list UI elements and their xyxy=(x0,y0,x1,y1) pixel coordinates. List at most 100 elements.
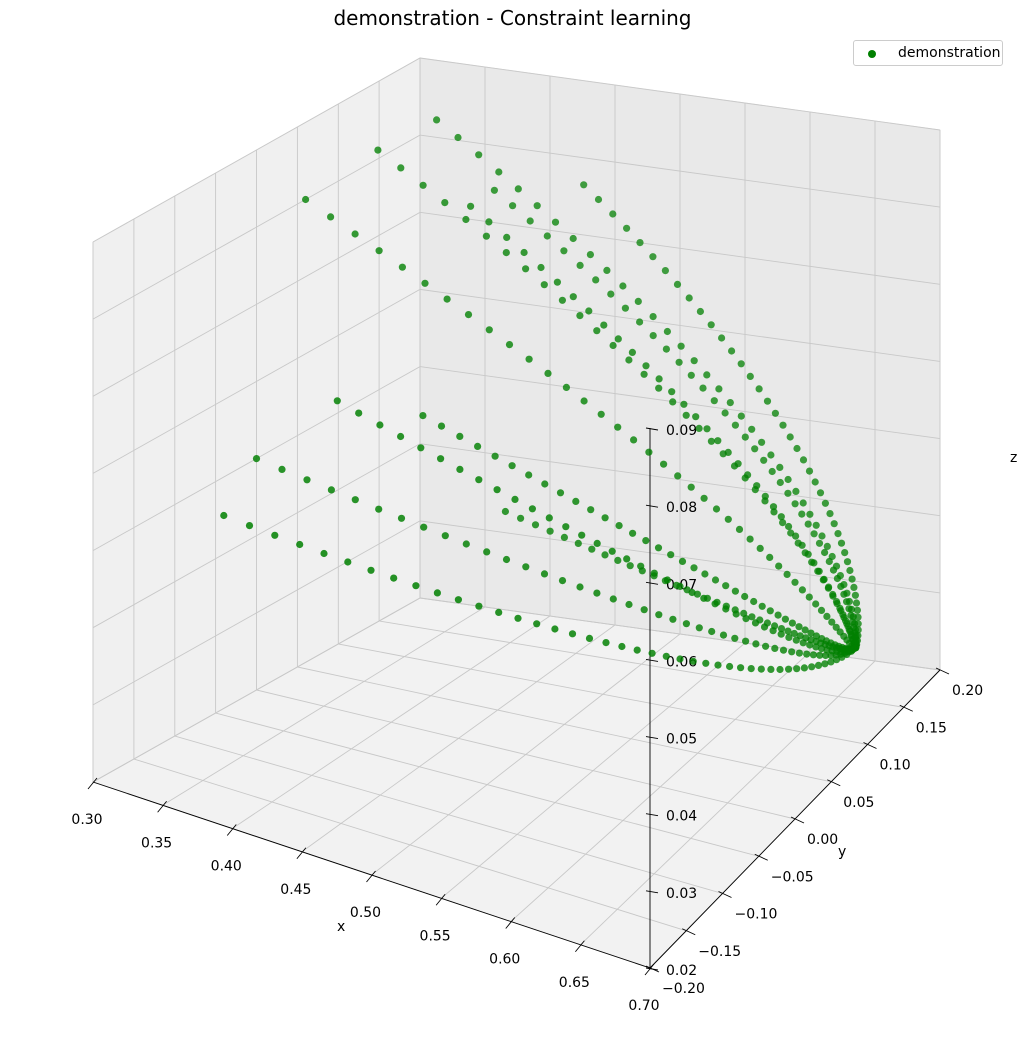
y-tick-label: 0.00 xyxy=(807,832,838,848)
data-point xyxy=(852,644,860,652)
data-point xyxy=(397,514,406,522)
data-point xyxy=(580,397,588,405)
y-tick-label: −0.15 xyxy=(698,944,741,960)
data-point xyxy=(615,522,623,530)
data-point xyxy=(398,263,406,271)
data-point xyxy=(569,234,577,243)
data-point xyxy=(781,615,790,623)
data-point xyxy=(801,626,809,634)
data-point xyxy=(682,620,691,628)
y-tick xyxy=(899,704,913,712)
data-point xyxy=(672,581,681,589)
x-tick xyxy=(226,824,237,836)
data-point xyxy=(805,467,814,475)
data-point xyxy=(792,532,800,540)
data-point xyxy=(741,592,749,601)
data-point xyxy=(587,506,595,514)
z-tick xyxy=(645,967,659,971)
data-point xyxy=(683,586,691,594)
data-point xyxy=(678,557,687,566)
data-point xyxy=(724,515,732,523)
data-point xyxy=(812,600,820,608)
data-point xyxy=(602,639,610,647)
data-point xyxy=(722,582,730,590)
data-point xyxy=(785,522,793,531)
data-point xyxy=(546,527,554,535)
data-point xyxy=(505,341,514,349)
data-point xyxy=(818,532,826,540)
data-point xyxy=(823,612,831,621)
data-point xyxy=(609,341,617,350)
y-tick-label: −0.20 xyxy=(662,981,705,997)
data-point xyxy=(495,168,503,176)
data-point xyxy=(829,566,838,574)
data-point xyxy=(826,509,834,518)
data-point xyxy=(522,265,530,273)
data-point xyxy=(714,437,722,445)
data-point xyxy=(791,578,799,586)
data-point xyxy=(832,598,841,606)
data-point xyxy=(625,356,633,364)
data-point xyxy=(812,521,820,529)
data-point xyxy=(367,566,375,574)
data-point xyxy=(775,562,783,570)
data-point xyxy=(454,596,462,604)
data-point xyxy=(654,544,663,552)
data-point xyxy=(760,456,768,464)
data-point xyxy=(640,606,648,614)
y-tick xyxy=(935,667,950,675)
z-tick xyxy=(645,581,659,585)
data-point xyxy=(774,611,782,619)
data-point xyxy=(618,642,626,651)
data-point xyxy=(593,539,601,548)
z-tick xyxy=(645,813,659,817)
data-point xyxy=(456,465,464,473)
data-point xyxy=(593,589,601,597)
data-point xyxy=(708,627,716,636)
data-point xyxy=(837,539,846,547)
data-point xyxy=(737,360,745,368)
data-point xyxy=(503,233,511,241)
data-point xyxy=(784,489,792,497)
data-point xyxy=(667,551,675,559)
data-point xyxy=(673,280,682,288)
data-point xyxy=(271,531,279,539)
x-tick xyxy=(157,800,167,813)
data-point xyxy=(758,602,766,610)
data-point xyxy=(412,582,420,590)
data-point xyxy=(419,412,427,420)
data-point xyxy=(528,505,537,513)
data-point xyxy=(520,248,528,257)
data-point xyxy=(526,217,534,225)
data-point xyxy=(296,540,304,549)
y-tick xyxy=(863,742,877,749)
data-point xyxy=(661,267,670,275)
data-point xyxy=(737,664,745,672)
data-point xyxy=(810,530,818,538)
data-point xyxy=(576,583,584,591)
z-tick-label: 0.05 xyxy=(666,732,697,748)
data-point xyxy=(840,590,848,598)
data-point xyxy=(722,602,730,610)
data-point xyxy=(735,525,744,534)
data-point xyxy=(562,383,571,391)
data-point xyxy=(740,609,748,618)
y-tick xyxy=(790,816,805,824)
data-point xyxy=(592,276,600,284)
data-point xyxy=(809,651,818,659)
data-point xyxy=(746,372,754,380)
data-point xyxy=(508,202,517,210)
data-point xyxy=(795,623,803,631)
data-point xyxy=(793,665,801,673)
z-grid-line xyxy=(92,520,941,706)
data-point xyxy=(719,631,728,639)
data-point xyxy=(731,421,740,429)
data-point xyxy=(462,215,470,224)
data-point xyxy=(747,665,755,673)
data-point xyxy=(556,489,565,497)
data-point xyxy=(761,492,769,500)
data-point xyxy=(693,590,702,598)
z-tick xyxy=(645,504,659,508)
data-point xyxy=(545,514,553,522)
